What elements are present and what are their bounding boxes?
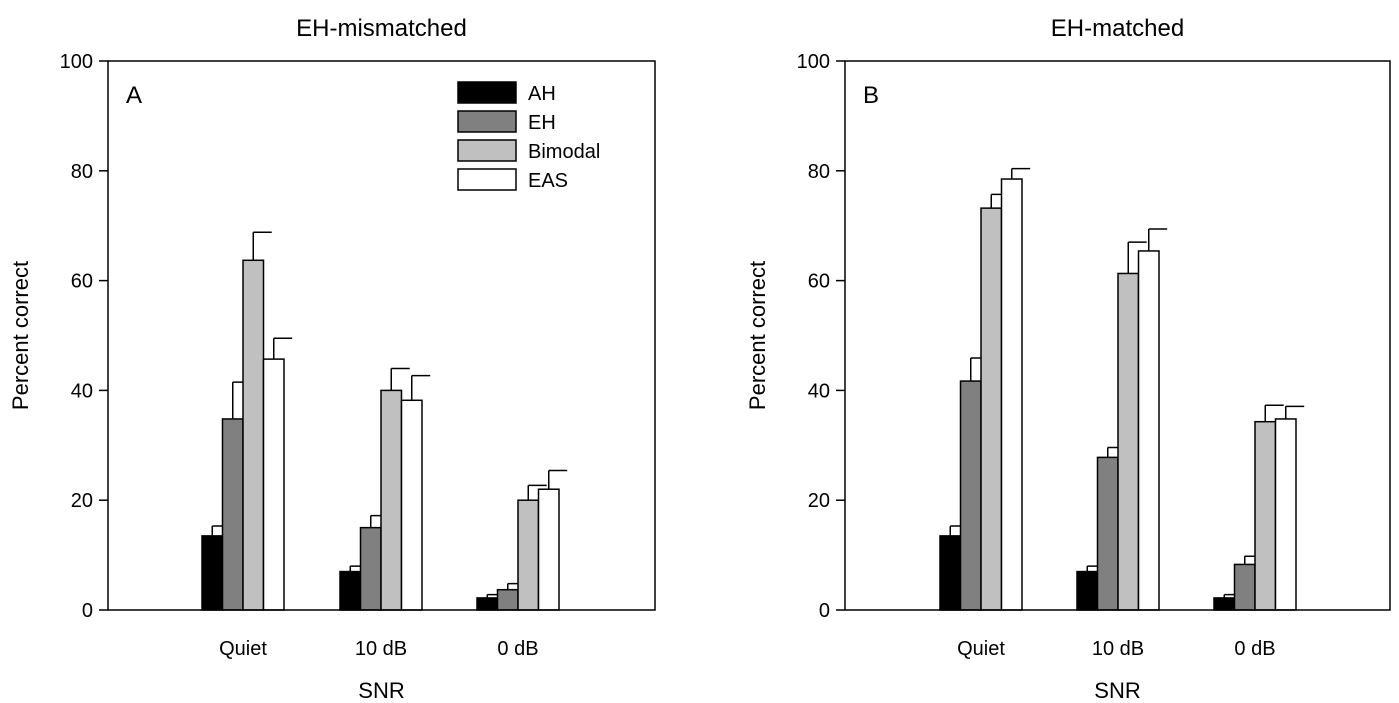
legend-swatch-eh xyxy=(457,110,517,133)
bar-eas-10-db xyxy=(1137,250,1160,611)
x-tick-label: 0 dB xyxy=(1234,638,1275,660)
bar-eh-quiet xyxy=(221,418,244,611)
legend-swatch-bimodal xyxy=(457,139,517,162)
x-tick-label: Quiet xyxy=(957,638,1005,660)
y-tick-label: 0 xyxy=(819,600,830,622)
bar-ah-0-db xyxy=(476,597,499,611)
bar-eh-10-db xyxy=(1096,456,1119,611)
bar-ah-quiet xyxy=(939,535,962,611)
y-tick-label: 40 xyxy=(808,380,830,402)
y-tick-label: 80 xyxy=(808,161,830,183)
plot-frame xyxy=(844,60,1391,611)
bar-ah-10-db xyxy=(1076,570,1099,611)
y-tick-label: 20 xyxy=(71,490,93,512)
chart-panel-b: 0 20 40 60 80 100 Quiet 10 dB 0 dB EH-matched B SNR… xyxy=(745,15,1391,703)
bar-eas-0-db xyxy=(537,488,560,611)
y-tick-label: 100 xyxy=(797,51,830,73)
bar-bimodal-10-db xyxy=(1117,272,1140,611)
x-axis-label: SNR xyxy=(1094,678,1140,703)
panel-letter: A xyxy=(126,82,142,109)
x-axis-label: SNR xyxy=(358,678,404,703)
y-tick-label: 40 xyxy=(71,380,93,402)
x-tick-label: 0 dB xyxy=(497,638,538,660)
bar-eh-10-db xyxy=(359,526,382,611)
bar-eh-quiet xyxy=(959,380,982,611)
bar-eas-quiet xyxy=(1000,178,1023,611)
legend-label-eas: EAS xyxy=(528,170,568,192)
bar-ah-0-db xyxy=(1213,597,1236,611)
bar-bimodal-10-db xyxy=(380,389,403,611)
y-axis-label: Percent correct xyxy=(745,261,770,410)
legend: AH EH Bimodal EAS xyxy=(457,81,600,192)
y-tick-label: 0 xyxy=(82,600,93,622)
x-tick-label: Quiet xyxy=(219,638,267,660)
chart-title: EH-matched xyxy=(1051,15,1184,42)
plot-frame xyxy=(107,60,656,611)
bar-eh-0-db xyxy=(1233,563,1256,611)
y-tick-label: 60 xyxy=(808,271,830,293)
chart-title: EH-mismatched xyxy=(296,15,467,42)
panel-letter: B xyxy=(863,82,879,109)
bar-eas-0-db xyxy=(1274,418,1297,611)
y-axis-label: Percent correct xyxy=(8,261,33,410)
y-tick-label: 60 xyxy=(71,271,93,293)
bar-ah-quiet xyxy=(201,535,224,611)
bar-ah-10-db xyxy=(339,570,362,611)
bar-bimodal-quiet xyxy=(980,207,1003,611)
y-tick-label: 80 xyxy=(71,161,93,183)
chart-panel-a: 0 20 40 60 80 100 Quiet 10 dB 0 dB EH-mismatched A… xyxy=(8,15,656,703)
y-tick-label: 100 xyxy=(60,51,93,73)
x-tick-label: 10 dB xyxy=(1092,638,1144,660)
legend-label-bimodal: Bimodal xyxy=(528,141,600,163)
bar-bimodal-quiet xyxy=(242,259,265,611)
legend-label-eh: EH xyxy=(528,112,556,134)
bar-bimodal-0-db xyxy=(517,499,540,611)
bar-eas-10-db xyxy=(400,399,423,611)
bar-eh-0-db xyxy=(496,588,519,611)
legend-label-ah: AH xyxy=(528,83,556,105)
y-tick-label: 20 xyxy=(808,490,830,512)
bar-eas-quiet xyxy=(262,358,285,611)
x-tick-label: 10 dB xyxy=(355,638,407,660)
legend-swatch-eas xyxy=(457,168,517,191)
legend-swatch-ah xyxy=(457,81,517,104)
bar-bimodal-0-db xyxy=(1254,420,1277,611)
